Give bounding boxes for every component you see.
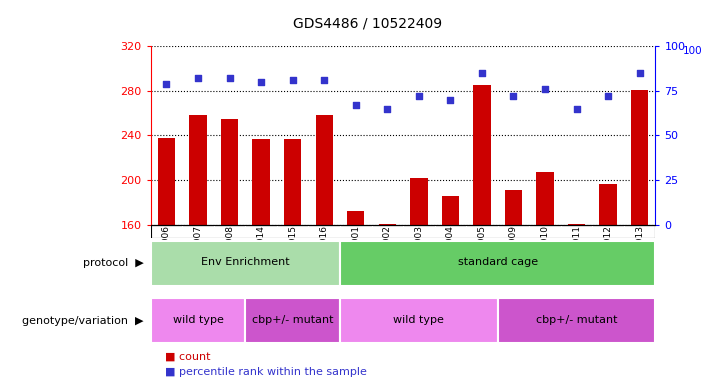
Bar xyxy=(315,115,333,225)
Point xyxy=(287,77,299,83)
Text: GSM766015: GSM766015 xyxy=(288,225,297,280)
Text: GSM766005: GSM766005 xyxy=(477,225,486,280)
Bar xyxy=(221,119,238,225)
FancyBboxPatch shape xyxy=(245,298,340,343)
Text: GSM766012: GSM766012 xyxy=(604,225,613,280)
FancyBboxPatch shape xyxy=(151,240,340,286)
Text: GSM766002: GSM766002 xyxy=(383,225,392,280)
Point xyxy=(414,93,425,99)
Text: Env Enrichment: Env Enrichment xyxy=(201,257,290,267)
Text: GSM766011: GSM766011 xyxy=(572,225,581,280)
Point xyxy=(540,86,551,92)
Bar xyxy=(536,172,554,225)
Text: 100%: 100% xyxy=(683,46,701,56)
Text: GSM766001: GSM766001 xyxy=(351,225,360,280)
Text: cbp+/- mutant: cbp+/- mutant xyxy=(252,314,334,324)
Point xyxy=(192,75,204,81)
Text: GSM766016: GSM766016 xyxy=(320,225,329,280)
Point xyxy=(445,97,456,103)
Text: GSM766007: GSM766007 xyxy=(193,225,203,280)
Text: GSM766006: GSM766006 xyxy=(162,225,171,280)
Bar xyxy=(442,195,459,225)
Text: GSM766013: GSM766013 xyxy=(635,225,644,280)
Text: GSM766010: GSM766010 xyxy=(540,225,550,280)
Bar xyxy=(252,139,270,225)
FancyBboxPatch shape xyxy=(498,298,655,343)
Point xyxy=(477,70,488,76)
FancyBboxPatch shape xyxy=(340,298,498,343)
Point xyxy=(224,75,236,81)
Point xyxy=(603,93,614,99)
Point xyxy=(381,106,393,112)
Bar xyxy=(568,223,585,225)
Text: GDS4486 / 10522409: GDS4486 / 10522409 xyxy=(294,17,442,31)
Bar xyxy=(158,137,175,225)
Bar xyxy=(631,89,648,225)
Bar xyxy=(410,178,428,225)
Bar xyxy=(189,115,207,225)
Point xyxy=(350,102,362,108)
Text: standard cage: standard cage xyxy=(458,257,538,267)
Text: wild type: wild type xyxy=(393,314,444,324)
Text: wild type: wild type xyxy=(172,314,224,324)
Text: GSM766004: GSM766004 xyxy=(446,225,455,280)
Point xyxy=(571,106,582,112)
FancyBboxPatch shape xyxy=(151,298,245,343)
Point xyxy=(161,81,172,87)
Text: protocol  ▶: protocol ▶ xyxy=(83,258,144,268)
Text: GSM766009: GSM766009 xyxy=(509,225,518,280)
Point xyxy=(634,70,646,76)
Text: genotype/variation  ▶: genotype/variation ▶ xyxy=(22,316,144,326)
Text: ■ count: ■ count xyxy=(165,352,210,362)
Bar xyxy=(379,223,396,225)
Text: GSM766014: GSM766014 xyxy=(257,225,266,280)
Text: GSM766003: GSM766003 xyxy=(414,225,423,280)
Bar xyxy=(505,190,522,225)
Text: cbp+/- mutant: cbp+/- mutant xyxy=(536,314,618,324)
Text: ■ percentile rank within the sample: ■ percentile rank within the sample xyxy=(165,367,367,377)
FancyBboxPatch shape xyxy=(340,240,655,286)
Bar xyxy=(599,184,617,225)
Bar xyxy=(473,85,491,225)
Bar xyxy=(284,139,301,225)
Bar xyxy=(347,211,365,225)
Text: GSM766008: GSM766008 xyxy=(225,225,234,280)
Point xyxy=(508,93,519,99)
Point xyxy=(319,77,330,83)
Point xyxy=(255,79,266,85)
